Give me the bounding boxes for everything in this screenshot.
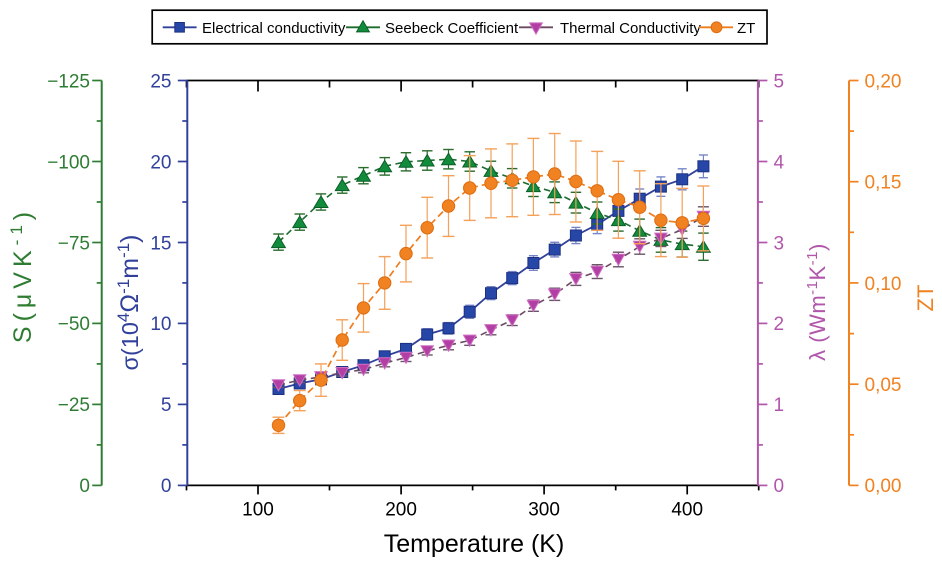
svg-text:2: 2 [774, 314, 785, 335]
svg-text:1: 1 [774, 395, 785, 416]
svg-text:0,20: 0,20 [865, 71, 902, 92]
svg-text:300: 300 [528, 500, 560, 521]
svg-text:Thermal Conductivity: Thermal Conductivity [560, 20, 701, 37]
svg-text:20: 20 [150, 152, 171, 173]
svg-text:−50: −50 [58, 314, 90, 335]
svg-text:Electrical conductivity: Electrical conductivity [202, 20, 346, 37]
svg-text:0,05: 0,05 [865, 375, 902, 396]
svg-text:5: 5 [774, 71, 785, 92]
svg-text:0,15: 0,15 [865, 173, 902, 194]
svg-text:−100: −100 [47, 152, 90, 173]
svg-text:0: 0 [79, 476, 90, 497]
svg-text:ZT: ZT [913, 285, 938, 312]
svg-text:−125: −125 [47, 71, 90, 92]
svg-text:5: 5 [161, 395, 172, 416]
svg-text:−75: −75 [58, 233, 90, 254]
svg-text:−25: −25 [58, 395, 90, 416]
svg-text:ZT: ZT [737, 20, 755, 37]
svg-text:400: 400 [671, 500, 703, 521]
svg-text:Seebeck Coefficient: Seebeck Coefficient [385, 20, 519, 37]
svg-text:Temperature (K): Temperature (K) [384, 530, 565, 558]
svg-text:10: 10 [150, 314, 171, 335]
svg-text:0: 0 [774, 476, 785, 497]
svg-text:25: 25 [150, 71, 171, 92]
svg-text:15: 15 [150, 233, 171, 254]
svg-text:0,00: 0,00 [865, 476, 902, 497]
svg-text:0,10: 0,10 [865, 274, 902, 295]
svg-text:4: 4 [774, 152, 785, 173]
svg-text:100: 100 [242, 500, 274, 521]
svg-text:0: 0 [161, 476, 172, 497]
svg-text:200: 200 [385, 500, 417, 521]
svg-text:3: 3 [774, 233, 785, 254]
